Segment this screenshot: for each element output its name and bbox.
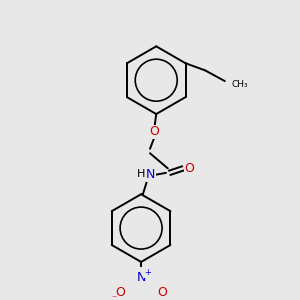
Text: O: O [158,286,167,299]
Text: O: O [149,125,159,138]
Text: N: N [146,168,156,181]
Text: N: N [136,272,146,284]
Text: H: H [137,169,145,179]
Text: O: O [184,162,194,175]
Text: CH₃: CH₃ [232,80,248,89]
Text: +: + [144,268,151,277]
Text: ⁻: ⁻ [111,294,116,300]
Text: O: O [115,286,124,299]
